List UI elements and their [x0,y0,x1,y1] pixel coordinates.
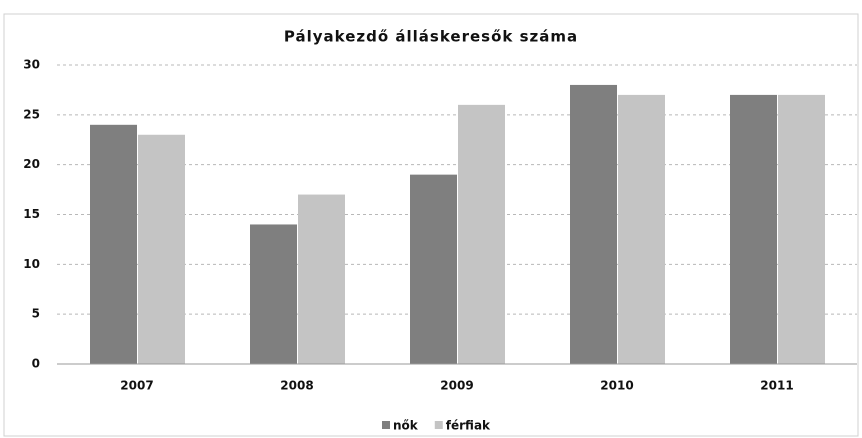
bar [90,124,137,364]
bar [570,84,617,364]
y-tick-label: 10 [23,257,40,271]
x-tick-label: 2008 [280,379,313,393]
y-tick-label: 5 [32,307,40,321]
bar [250,224,297,364]
y-tick-label: 0 [32,357,40,371]
x-tick-label: 2007 [120,379,153,393]
y-tick-label: 20 [23,157,40,171]
x-tick-label: 2011 [760,379,793,393]
bar [458,104,505,364]
bar [410,174,457,364]
y-tick-label: 30 [23,58,40,72]
bar [138,134,185,364]
legend-swatch [382,421,390,429]
bar [618,94,665,365]
x-tick-label: 2010 [600,379,633,393]
legend-label: férfiak [446,419,491,433]
y-tick-label: 25 [23,107,40,121]
legend-label: nők [393,419,419,433]
bar [730,94,777,365]
legend-swatch [434,421,443,429]
x-tick-label: 2009 [440,379,473,393]
chart-frame [3,13,859,437]
bar [778,94,825,365]
y-tick-label: 15 [23,207,40,221]
chart-title: Pályakezdő álláskeresők száma [284,28,578,46]
bar [298,194,345,364]
